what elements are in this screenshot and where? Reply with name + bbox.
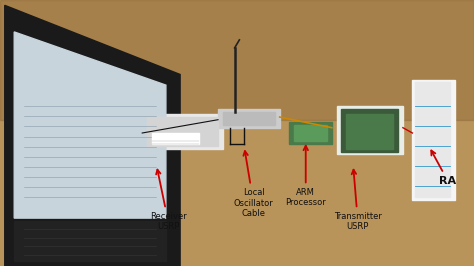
Bar — [223, 112, 275, 125]
Bar — [346, 114, 393, 149]
Bar — [337, 106, 403, 154]
Text: Transmitter
USRP: Transmitter USRP — [334, 170, 382, 231]
Bar — [415, 82, 450, 197]
Polygon shape — [5, 5, 180, 266]
Bar — [147, 117, 218, 146]
Polygon shape — [14, 221, 166, 261]
Bar — [218, 109, 280, 128]
Text: Local
Oscillator
Cable: Local Oscillator Cable — [234, 151, 273, 218]
Bar — [0, 0, 474, 120]
Text: RA: RA — [431, 151, 456, 186]
Bar — [152, 133, 199, 144]
Bar — [294, 125, 327, 141]
Bar — [142, 114, 223, 149]
Polygon shape — [14, 32, 166, 218]
Text: ARM
Processor: ARM Processor — [285, 146, 326, 207]
Text: Receiver
USRP: Receiver USRP — [150, 170, 187, 231]
Bar — [289, 122, 332, 144]
Bar — [412, 80, 455, 200]
Bar — [341, 109, 398, 152]
